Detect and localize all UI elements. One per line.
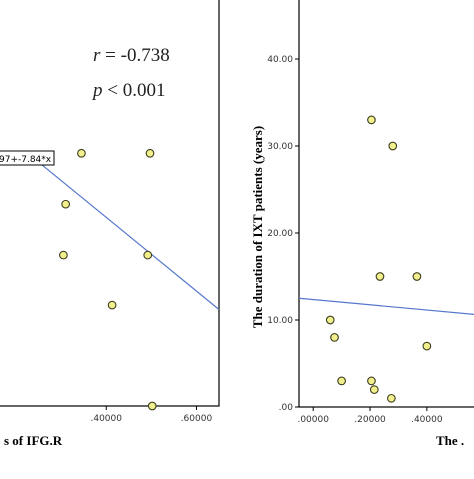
correlation-r: r = -0.738	[93, 45, 170, 66]
left-x-tick-label: .60000	[181, 414, 213, 424]
scatter-point	[330, 333, 339, 342]
right-x-ticks: .00000 .20000 .40000	[297, 407, 443, 425]
scatter-point	[412, 272, 422, 281]
scatter-point	[386, 393, 396, 403]
scatter-point	[337, 376, 346, 386]
scatter-point	[325, 315, 335, 325]
right-plot-frame	[298, 0, 474, 408]
right-y-ticks: .00 10.00 20.00 30.00 40.00	[267, 55, 299, 413]
scatter-point	[143, 250, 153, 260]
scatter-point	[145, 148, 155, 158]
equation-label: 97+-7.84*x	[0, 155, 52, 165]
scatter-point	[77, 148, 86, 158]
scatter-point	[107, 300, 117, 310]
right-x-tick-label: .00000	[297, 415, 329, 425]
scatter-point	[388, 141, 398, 151]
scatter-point	[422, 341, 432, 351]
right-scatter-panel: .00 10.00 20.00 30.00 40.00 .00000 .20000 .400…	[250, 0, 474, 448]
left-x-tick-label: .40000	[90, 414, 122, 424]
right-x-axis-title: The .	[436, 433, 464, 448]
scatter-point	[59, 250, 68, 260]
scatter-point	[367, 376, 376, 386]
equation-label-box	[0, 150, 55, 166]
left-fit-line	[35, 159, 220, 310]
left-equation-box: 97+-7.84*x	[0, 150, 55, 166]
right-fit-line	[298, 297, 474, 316]
right-x-tick-label: .20000	[354, 415, 386, 425]
left-scatter-panel: .40000 .60000 97+-7.84*x r = -0.738 p < 0…	[0, 0, 220, 448]
scatter-point	[375, 272, 385, 281]
right-y-tick-label: 30.00	[267, 142, 293, 152]
left-x-ticks: .40000 .60000	[90, 406, 212, 424]
right-y-tick-label: .00	[279, 403, 294, 413]
left-x-axis-title: s of IFG.R	[4, 433, 63, 448]
right-x-tick-label: .40000	[411, 415, 443, 425]
scatter-point	[367, 115, 376, 125]
right-y-tick-label: 20.00	[267, 229, 293, 239]
p-value: p < 0.001	[91, 80, 165, 101]
right-y-tick-label: 40.00	[267, 55, 293, 65]
left-plot-frame	[0, 0, 220, 407]
scatter-point	[369, 385, 379, 394]
right-y-axis-title: The duration of IXT patients (years)	[250, 126, 265, 328]
right-points	[325, 115, 432, 403]
scatter-point	[147, 401, 157, 411]
left-points	[59, 148, 157, 411]
right-y-tick-label: 10.00	[267, 316, 293, 326]
scatter-point	[61, 199, 71, 209]
